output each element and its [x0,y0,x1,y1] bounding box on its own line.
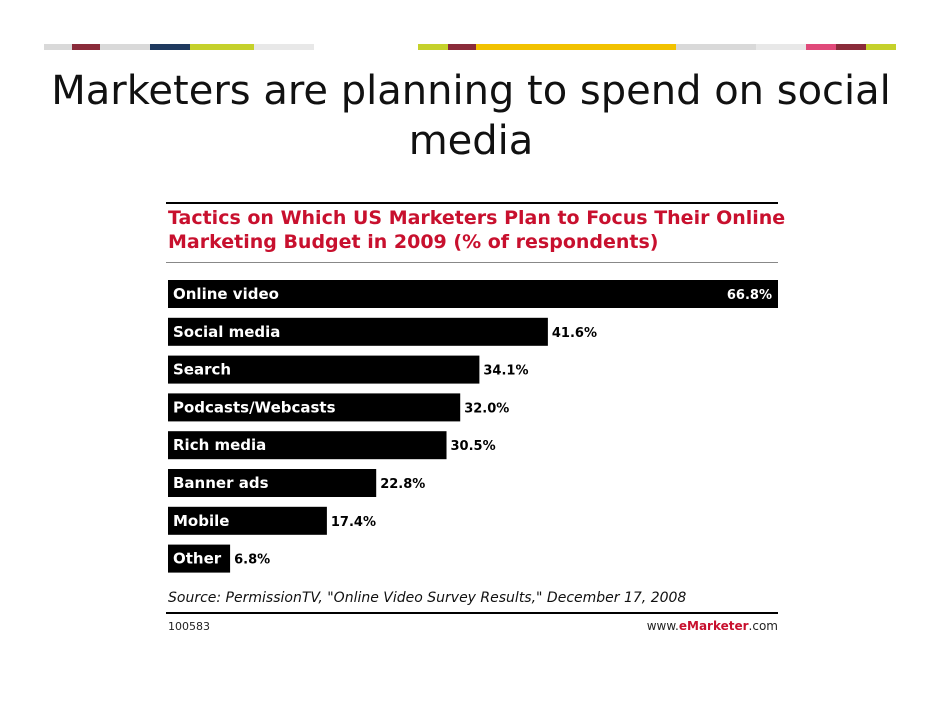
stripe-seg [806,44,836,50]
bar [168,544,231,573]
category-label: Other [173,550,222,568]
value-label: 34.1% [483,364,528,379]
category-label: Search [173,361,231,379]
site-prefix: www. [646,619,679,633]
chart-id: 100583 [168,620,210,633]
bar [168,431,447,460]
bar [168,469,377,497]
stripe-seg [476,44,676,50]
value-label: 22.8% [380,477,425,492]
bar [168,506,327,535]
stripe-seg [418,44,448,50]
chart-title: Tactics on Which US Marketers Plan to Fo… [168,207,786,253]
value-label: 30.5% [451,439,496,454]
stripe-seg [836,44,866,50]
category-label: Rich media [173,436,266,454]
stripe-seg [44,44,72,50]
stripe-seg [190,44,254,50]
chart-source: Source: PermissionTV, "Online Video Surv… [168,590,687,606]
stripe-seg [866,44,896,50]
chart-top-rule [166,202,778,204]
source-rule [166,612,778,614]
chart-title-rule [166,262,778,263]
slide-title: Marketers are planning to spend on socia… [51,68,891,164]
stripe-seg [100,44,150,50]
stripe-seg [72,44,100,50]
stripe-seg [756,44,806,50]
bar [168,280,778,308]
stripe-seg [676,44,756,50]
value-label: 6.8% [234,553,270,568]
stripe-seg [150,44,190,50]
value-label: 66.8% [727,288,772,303]
stripe-seg [254,44,314,50]
bar [168,355,480,384]
category-label: Online video [173,285,279,303]
site-credit: www.eMarketer.com [620,619,778,633]
bar [168,393,461,422]
category-label: Banner ads [173,474,269,492]
category-label: Mobile [173,512,229,530]
category-label: Social media [173,323,280,341]
site-brand: eMarketer [678,619,749,633]
value-label: 17.4% [331,515,376,530]
decorative-header-stripe [44,44,896,50]
site-suffix: .com [748,619,778,633]
bar [168,317,548,346]
value-label: 41.6% [552,326,597,341]
stripe-seg [448,44,476,50]
category-label: Podcasts/Webcasts [173,398,336,416]
value-label: 32.0% [464,401,509,416]
